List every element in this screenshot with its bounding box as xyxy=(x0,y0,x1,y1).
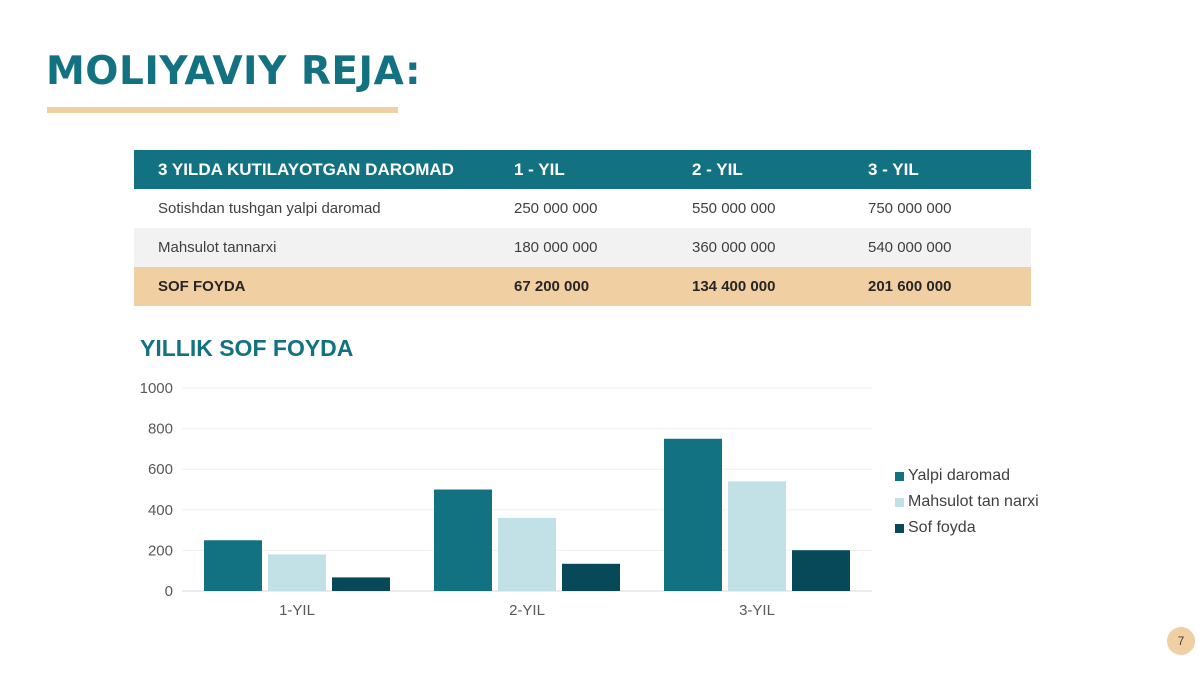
table-cell: 250 000 000 xyxy=(514,189,692,228)
table-header-row: 3 YILDA KUTILAYOTGAN DAROMAD 1 - YIL 2 -… xyxy=(134,150,1031,189)
table-row: Sotishdan tushgan yalpi daromad 250 000 … xyxy=(134,189,1031,228)
table-cell: 180 000 000 xyxy=(514,228,692,267)
table-cell: Sotishdan tushgan yalpi daromad xyxy=(134,189,514,228)
bar xyxy=(332,577,390,591)
x-tick-label: 1-YIL xyxy=(279,602,315,619)
legend-swatch xyxy=(895,497,904,507)
bar xyxy=(268,554,326,591)
table-header-cell: 1 - YIL xyxy=(514,150,692,189)
table-cell: 750 000 000 xyxy=(868,189,1031,228)
table-cell: 134 400 000 xyxy=(692,267,868,306)
y-tick-label: 1000 xyxy=(140,380,173,397)
table-cell: 540 000 000 xyxy=(868,228,1031,267)
y-tick-label: 800 xyxy=(148,421,173,438)
page-number-badge: 7 xyxy=(1167,627,1195,655)
slide-title: MOLIYAVIY REJA: xyxy=(46,49,422,94)
bar xyxy=(664,438,722,591)
bar xyxy=(498,517,556,591)
table-header-cell: 3 - YIL xyxy=(868,150,1031,189)
table-header-cell: 3 YILDA KUTILAYOTGAN DAROMAD xyxy=(134,150,514,189)
x-tick-label: 3-YIL xyxy=(739,602,775,619)
chart-title: YILLIK SOF FOYDA xyxy=(140,335,354,361)
table-cell: Mahsulot tannarxi xyxy=(134,228,514,267)
table-row: Mahsulot tannarxi 180 000 000 360 000 00… xyxy=(134,228,1031,267)
table-cell: SOF FOYDA xyxy=(134,267,514,306)
table-header-cell: 2 - YIL xyxy=(692,150,868,189)
y-tick-label: 600 xyxy=(148,461,173,478)
table-cell: 201 600 000 xyxy=(868,267,1031,306)
chart-legend: Yalpi daromad Mahsulot tan narxi Sof foyda xyxy=(895,463,1039,541)
legend-item: Mahsulot tan narxi xyxy=(895,489,1039,515)
x-tick-label: 2-YIL xyxy=(509,602,545,619)
legend-item: Yalpi daromad xyxy=(895,463,1039,489)
bar xyxy=(728,481,786,591)
bar xyxy=(792,550,850,591)
title-underline xyxy=(47,107,398,113)
legend-label: Yalpi daromad xyxy=(908,467,1010,484)
y-tick-label: 0 xyxy=(165,583,173,600)
y-tick-label: 200 xyxy=(148,542,173,559)
revenue-table: 3 YILDA KUTILAYOTGAN DAROMAD 1 - YIL 2 -… xyxy=(134,150,1031,306)
table-cell: 360 000 000 xyxy=(692,228,868,267)
bar xyxy=(562,563,620,591)
legend-swatch xyxy=(895,523,904,533)
table-cell: 67 200 000 xyxy=(514,267,692,306)
legend-label: Mahsulot tan narxi xyxy=(908,493,1039,510)
legend-label: Sof foyda xyxy=(908,519,976,536)
bar xyxy=(204,540,262,591)
table-cell: 550 000 000 xyxy=(692,189,868,228)
y-tick-label: 400 xyxy=(148,502,173,519)
legend-swatch xyxy=(895,471,904,481)
table-total-row: SOF FOYDA 67 200 000 134 400 000 201 600… xyxy=(134,267,1031,306)
legend-item: Sof foyda xyxy=(895,515,1039,541)
bar xyxy=(434,489,492,591)
